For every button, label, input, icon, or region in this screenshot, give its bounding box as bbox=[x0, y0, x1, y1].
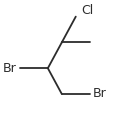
Text: Br: Br bbox=[93, 87, 107, 100]
Text: Cl: Cl bbox=[82, 4, 94, 17]
Text: Br: Br bbox=[3, 62, 17, 75]
